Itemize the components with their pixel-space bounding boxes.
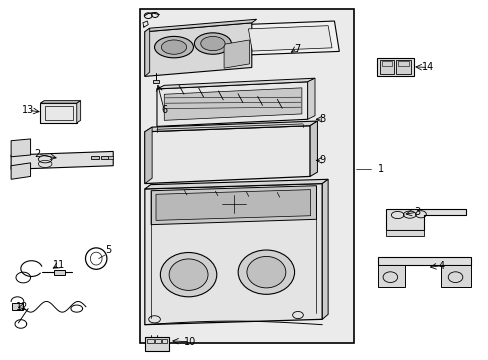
Text: 13: 13 <box>22 105 34 115</box>
Polygon shape <box>11 163 30 179</box>
Text: 7: 7 <box>293 44 300 54</box>
Bar <box>144 337 169 351</box>
Polygon shape <box>144 184 322 325</box>
Bar <box>376 58 413 76</box>
Bar <box>395 60 410 74</box>
Bar <box>153 80 159 83</box>
Ellipse shape <box>194 33 231 54</box>
Text: 14: 14 <box>421 63 433 72</box>
Polygon shape <box>156 190 310 220</box>
Ellipse shape <box>246 256 285 288</box>
Text: 12: 12 <box>16 302 28 312</box>
Polygon shape <box>157 82 307 126</box>
Text: 6: 6 <box>161 105 167 115</box>
Bar <box>54 270 64 275</box>
Text: 11: 11 <box>53 260 65 270</box>
Polygon shape <box>307 78 314 119</box>
Text: 4: 4 <box>437 261 444 271</box>
Bar <box>101 156 108 159</box>
Text: 1: 1 <box>377 164 384 174</box>
Ellipse shape <box>238 250 294 294</box>
Text: 8: 8 <box>319 114 325 124</box>
Polygon shape <box>40 103 77 123</box>
Polygon shape <box>157 78 314 89</box>
Bar <box>154 339 161 343</box>
Polygon shape <box>77 101 81 123</box>
Polygon shape <box>248 26 331 51</box>
Bar <box>12 303 23 310</box>
Text: 2: 2 <box>35 149 41 159</box>
Bar <box>397 61 408 66</box>
Polygon shape <box>224 40 249 68</box>
Ellipse shape <box>160 252 216 297</box>
Text: 3: 3 <box>413 207 419 217</box>
Polygon shape <box>322 179 327 319</box>
Bar <box>45 106 73 120</box>
Polygon shape <box>151 186 316 225</box>
Bar <box>147 339 153 343</box>
Polygon shape <box>441 265 469 287</box>
Polygon shape <box>11 139 30 157</box>
Polygon shape <box>144 23 251 76</box>
Text: 5: 5 <box>105 245 111 255</box>
Bar <box>108 156 113 159</box>
Polygon shape <box>385 208 465 230</box>
Text: 10: 10 <box>183 337 196 347</box>
Polygon shape <box>144 126 309 184</box>
Polygon shape <box>144 179 327 189</box>
Text: 9: 9 <box>319 156 325 165</box>
Polygon shape <box>144 121 317 132</box>
Ellipse shape <box>169 259 207 291</box>
Bar <box>91 156 99 159</box>
Polygon shape <box>144 28 149 76</box>
Bar <box>381 61 391 66</box>
Polygon shape <box>309 121 317 176</box>
Polygon shape <box>377 265 404 287</box>
Bar <box>379 60 393 74</box>
Polygon shape <box>164 88 301 120</box>
Ellipse shape <box>161 40 186 54</box>
Ellipse shape <box>154 36 193 58</box>
Polygon shape <box>144 127 152 184</box>
Polygon shape <box>377 257 469 265</box>
Polygon shape <box>144 19 256 32</box>
Ellipse shape <box>201 36 224 51</box>
Polygon shape <box>11 152 113 169</box>
Bar <box>140 9 353 342</box>
Polygon shape <box>40 101 81 103</box>
Polygon shape <box>385 230 424 237</box>
Bar <box>162 339 167 343</box>
Polygon shape <box>242 21 339 55</box>
